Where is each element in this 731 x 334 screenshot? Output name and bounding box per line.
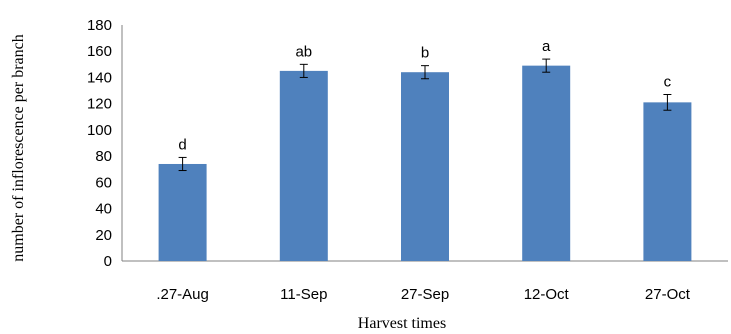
x-axis-tick-labels: .27-Aug 11-Sep 27-Sep 12-Oct 27-Oct: [156, 286, 690, 303]
bar: [522, 65, 571, 262]
y-axis-title: number of inflorescence per branch: [10, 34, 27, 261]
y-tick-label: 0: [104, 253, 112, 270]
significance-labels: d ab b a c: [178, 38, 671, 153]
x-tick-label: .27-Aug: [156, 286, 209, 303]
y-tick-label: 180: [87, 17, 112, 34]
bar: [401, 72, 449, 261]
error-bar: [421, 65, 429, 80]
y-tick-label: 100: [87, 122, 112, 139]
significance-label: d: [178, 136, 186, 153]
error-bars: [178, 58, 672, 172]
error-bar: [663, 93, 672, 111]
bar-series: [158, 65, 692, 262]
bar: [279, 70, 328, 261]
significance-label: ab: [295, 43, 312, 60]
error-bar: [299, 63, 308, 78]
significance-label: c: [664, 73, 672, 90]
x-tick-label: 27-Oct: [645, 286, 691, 303]
significance-label: a: [542, 38, 551, 55]
error-bar: [542, 58, 551, 73]
y-tick-label: 40: [95, 201, 112, 218]
bar: [643, 102, 692, 261]
x-axis-title: Harvest times: [358, 315, 446, 332]
error-bar: [178, 156, 187, 172]
y-tick-label: 160: [87, 43, 112, 60]
y-tick-label: 20: [95, 227, 112, 244]
y-tick-label: 140: [87, 69, 112, 86]
y-tick-label: 60: [95, 174, 112, 191]
x-tick-label: 12-Oct: [524, 286, 570, 303]
y-axis-tick-labels: 0 20 40 60 80 100 120 140 160 180: [87, 17, 112, 270]
y-tick-label: 80: [95, 148, 112, 165]
y-tick-label: 120: [87, 96, 112, 113]
bar: [158, 163, 207, 261]
x-tick-label: 27-Sep: [401, 286, 449, 303]
x-tick-label: 11-Sep: [280, 286, 327, 303]
significance-label: b: [421, 45, 429, 62]
